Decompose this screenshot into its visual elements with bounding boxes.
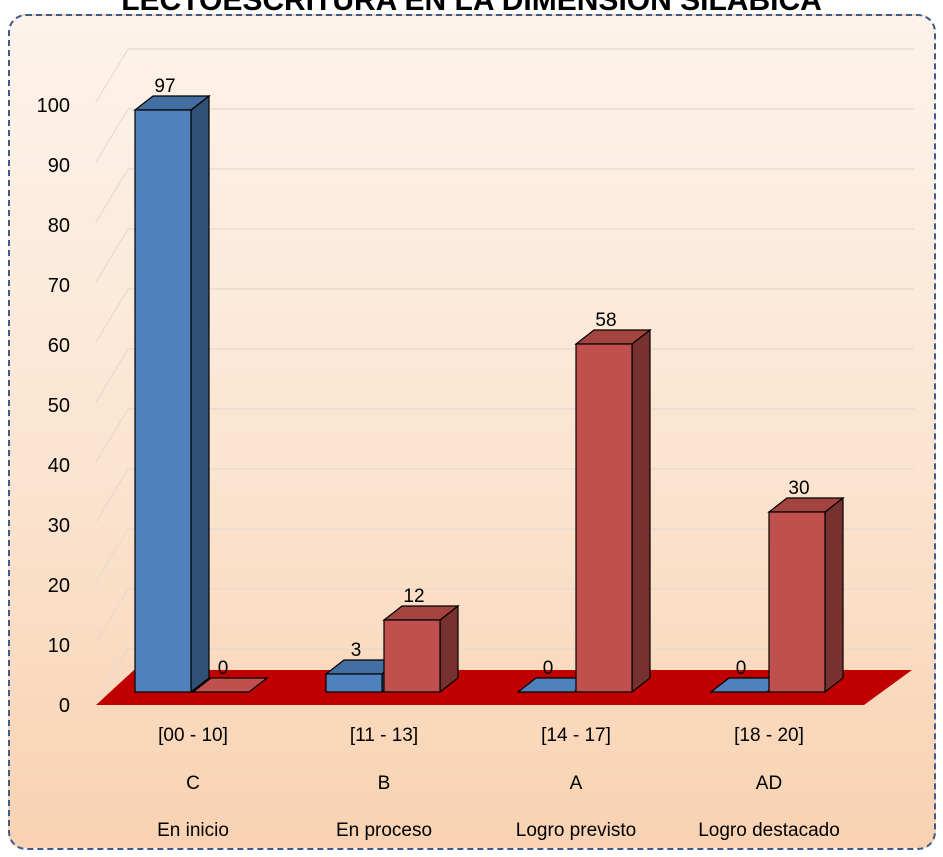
gridline-side	[95, 228, 129, 283]
x-tick-label: [00 - 10]	[158, 725, 228, 746]
data-label: 97	[154, 76, 175, 97]
x-tick-label: C	[186, 773, 200, 794]
x-tick-label: B	[378, 773, 391, 794]
x-tick-label: Logro destacado	[698, 820, 840, 841]
bar-side	[631, 328, 651, 694]
bar-side	[824, 496, 844, 694]
bar-side	[190, 94, 210, 694]
bar	[383, 619, 441, 693]
data-label: 0	[543, 658, 554, 679]
gridline-side	[95, 168, 129, 223]
gridline-side	[95, 348, 129, 403]
bar-side	[439, 604, 459, 694]
data-label: 12	[403, 586, 424, 607]
chart-title: LECTOESCRITURA EN LA DIMENSIÓN SILÁBICA	[121, 0, 822, 17]
data-label: 30	[788, 478, 809, 499]
x-tick-label: [11 - 13]	[350, 725, 418, 746]
y-tick-label: 20	[48, 575, 70, 597]
y-tick-label: 90	[48, 155, 70, 177]
x-tick-label: Logro previsto	[516, 820, 636, 841]
gridline-side	[95, 468, 129, 523]
bar	[575, 343, 633, 693]
bar	[134, 109, 192, 693]
x-tick-label: [18 - 20]	[734, 725, 804, 746]
x-tick-label: AD	[756, 773, 782, 794]
y-tick-label: 40	[48, 455, 70, 477]
y-tick-label: 10	[48, 635, 70, 657]
chart-floor	[96, 670, 912, 705]
x-tick-label: [14 - 17]	[541, 725, 611, 746]
gridline-side	[95, 588, 129, 643]
y-tick-label: 100	[37, 95, 70, 117]
y-tick-label: 80	[48, 215, 70, 237]
data-label: 58	[595, 310, 616, 331]
y-tick-label: 70	[48, 275, 70, 297]
gridline-side	[95, 408, 129, 463]
bar	[768, 511, 826, 693]
gridline-side	[95, 528, 129, 583]
y-tick-label: 60	[48, 335, 70, 357]
x-tick-label: A	[570, 773, 583, 794]
x-tick-label: En proceso	[336, 820, 432, 841]
gridline-side	[95, 48, 129, 103]
y-tick-label: 30	[48, 515, 70, 537]
x-tick-label: En inicio	[157, 820, 229, 841]
gridline-side	[95, 288, 129, 343]
y-tick-label: 50	[48, 395, 70, 417]
data-label: 0	[736, 658, 747, 679]
data-label: 0	[218, 658, 229, 679]
data-label: 3	[351, 640, 362, 661]
y-tick-label: 0	[59, 695, 70, 717]
gridline-side	[95, 108, 129, 163]
bar-top	[191, 677, 269, 693]
bar	[325, 673, 383, 693]
gridline-side	[95, 648, 129, 703]
